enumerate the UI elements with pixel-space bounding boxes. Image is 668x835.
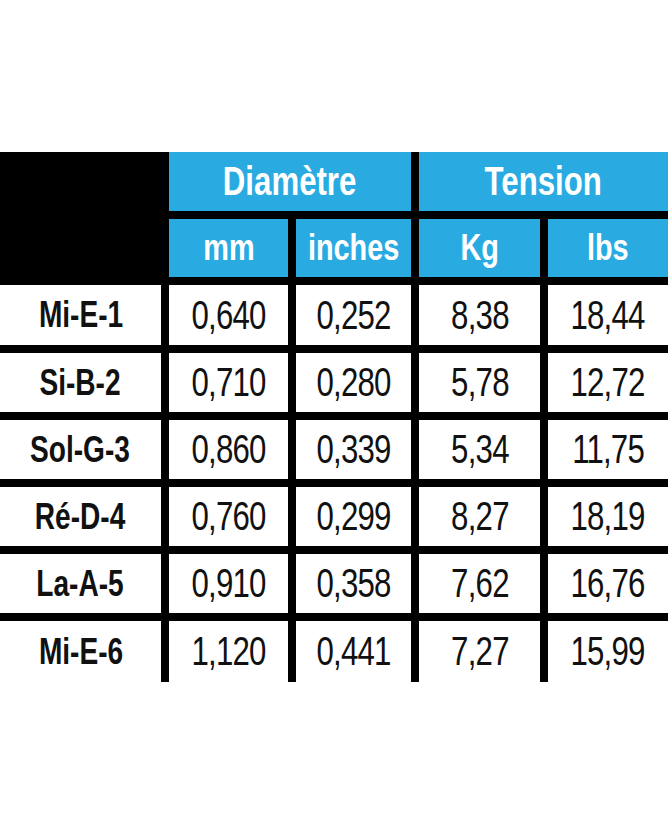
string-name: Ré-D-4: [35, 496, 125, 538]
value-lbs: 18,44: [571, 293, 645, 338]
table-row-label: Si-B-2: [0, 353, 161, 412]
subheader-lbs-label: lbs: [587, 227, 629, 269]
table-row-label: Sol-G-3: [0, 420, 161, 479]
value-mm: 0,640: [191, 293, 265, 338]
value-kg: 8,27: [451, 494, 509, 539]
value-lbs: 12,72: [571, 360, 645, 405]
value-kg: 7,62: [451, 561, 509, 606]
string-name: Mi-E-1: [38, 294, 122, 336]
cell-kg: 7,27: [419, 621, 540, 682]
page-background: Diamètre Tension mm inches Kg lbs Mi-E-1…: [0, 0, 668, 835]
group-header-tension: Tension: [419, 152, 668, 211]
value-inches: 0,299: [316, 494, 390, 539]
string-name: Sol-G-3: [31, 429, 131, 471]
value-lbs: 15,99: [571, 629, 645, 674]
value-lbs: 16,76: [571, 561, 645, 606]
value-kg: 7,27: [451, 629, 509, 674]
subheader-inches: inches: [296, 219, 411, 277]
subheader-mm-label: mm: [203, 227, 254, 269]
cell-lbs: 16,76: [548, 554, 668, 613]
string-name: Mi-E-6: [38, 631, 122, 673]
value-inches: 0,339: [316, 427, 390, 472]
corner-black-block: [0, 152, 161, 277]
string-name: Si-B-2: [40, 362, 121, 404]
subheader-kg-label: Kg: [460, 227, 498, 269]
table-row-label: Ré-D-4: [0, 487, 161, 546]
cell-inches: 0,441: [296, 621, 411, 682]
value-inches: 0,358: [316, 561, 390, 606]
value-lbs: 18,19: [571, 494, 645, 539]
value-mm: 1,120: [191, 629, 265, 674]
cell-mm: 0,640: [169, 285, 288, 345]
string-spec-table: Diamètre Tension mm inches Kg lbs Mi-E-1…: [0, 152, 668, 682]
group-header-diametre: Diamètre: [169, 152, 411, 211]
value-lbs: 11,75: [572, 427, 644, 472]
cell-inches: 0,280: [296, 353, 411, 412]
value-mm: 0,910: [191, 561, 265, 606]
group-header-diametre-label: Diamètre: [223, 159, 357, 204]
cell-kg: 8,27: [419, 487, 540, 546]
group-header-tension-label: Tension: [485, 159, 602, 204]
cell-inches: 0,299: [296, 487, 411, 546]
string-name: La-A-5: [37, 563, 124, 605]
cell-mm: 1,120: [169, 621, 288, 682]
value-kg: 5,78: [451, 360, 509, 405]
cell-lbs: 11,75: [548, 420, 668, 479]
value-inches: 0,280: [316, 360, 390, 405]
subheader-mm: mm: [169, 219, 288, 277]
subheader-kg: Kg: [419, 219, 540, 277]
cell-mm: 0,760: [169, 487, 288, 546]
value-inches: 0,252: [316, 293, 390, 338]
value-mm: 0,710: [191, 360, 265, 405]
cell-kg: 8,38: [419, 285, 540, 345]
cell-lbs: 18,44: [548, 285, 668, 345]
value-inches: 0,441: [316, 629, 390, 674]
value-kg: 5,34: [451, 427, 509, 472]
value-kg: 8,38: [451, 293, 509, 338]
subheader-inches-label: inches: [308, 227, 399, 269]
table-row-label: Mi-E-1: [0, 285, 161, 345]
cell-lbs: 18,19: [548, 487, 668, 546]
cell-mm: 0,710: [169, 353, 288, 412]
cell-inches: 0,339: [296, 420, 411, 479]
cell-lbs: 12,72: [548, 353, 668, 412]
cell-inches: 0,358: [296, 554, 411, 613]
value-mm: 0,860: [191, 427, 265, 472]
table-row-label: Mi-E-6: [0, 621, 161, 682]
cell-kg: 5,34: [419, 420, 540, 479]
cell-mm: 0,910: [169, 554, 288, 613]
cell-mm: 0,860: [169, 420, 288, 479]
cell-kg: 5,78: [419, 353, 540, 412]
cell-kg: 7,62: [419, 554, 540, 613]
value-mm: 0,760: [191, 494, 265, 539]
subheader-lbs: lbs: [548, 219, 668, 277]
cell-lbs: 15,99: [548, 621, 668, 682]
table-row-label: La-A-5: [0, 554, 161, 613]
cell-inches: 0,252: [296, 285, 411, 345]
